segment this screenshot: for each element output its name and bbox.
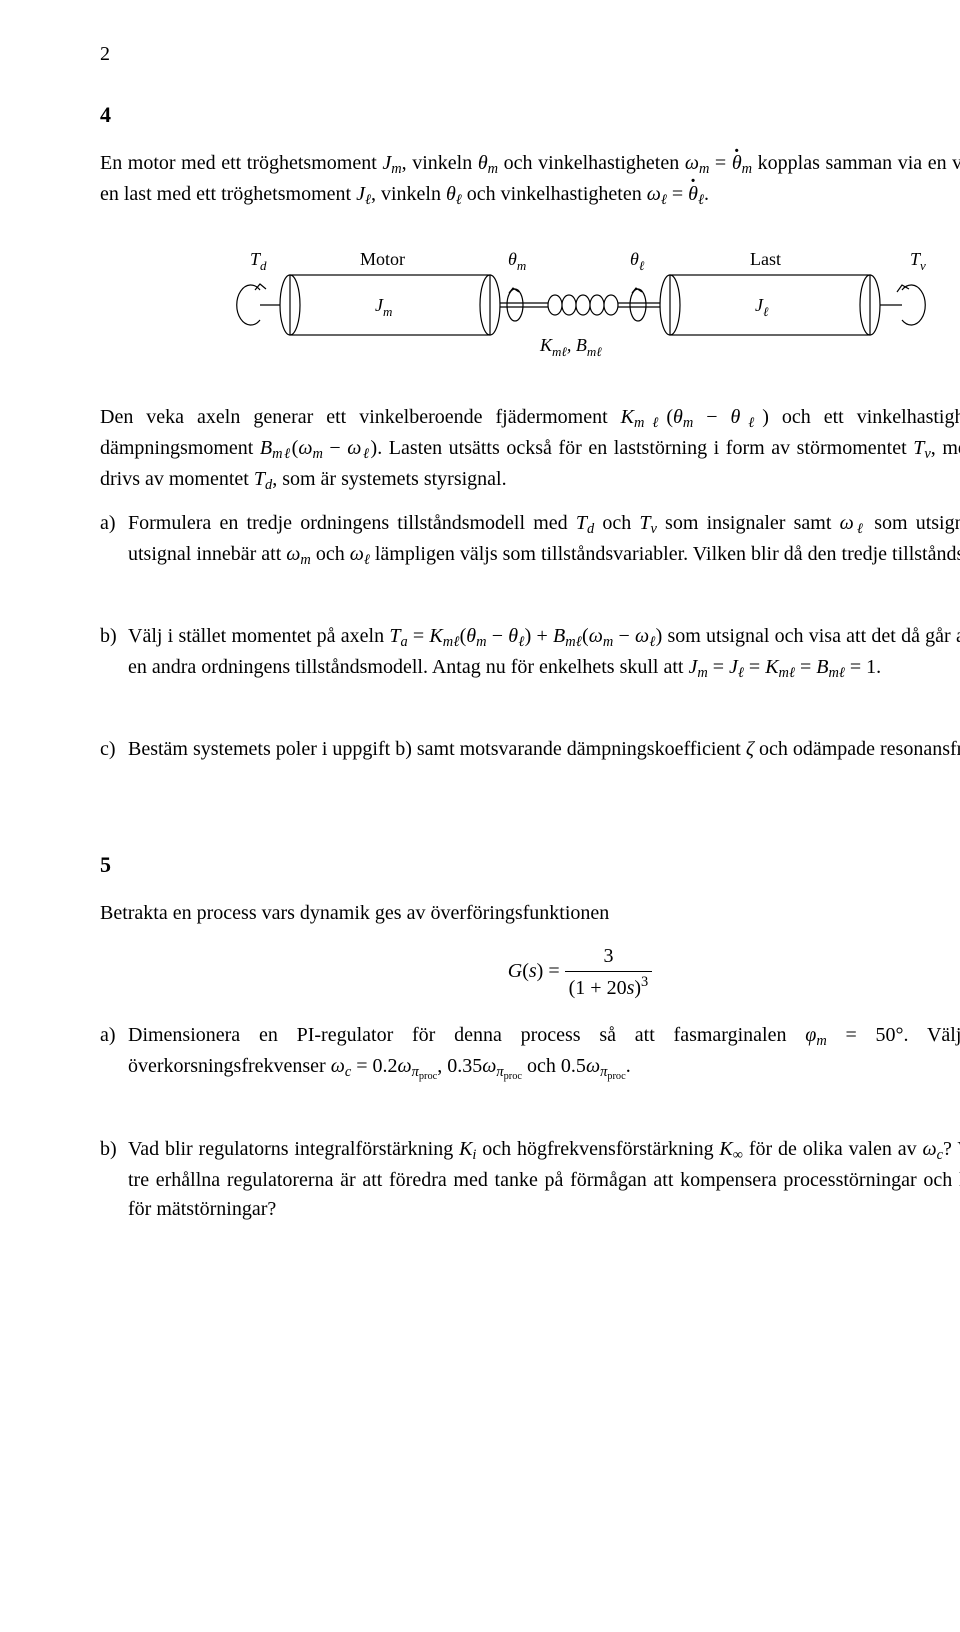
problem4-part-c: c) Bestäm systemets poler i uppgift b) s… (100, 735, 960, 799)
part-text: Formulera en tredje ordningens tillstånd… (128, 512, 960, 565)
svg-text:θℓ: θℓ (630, 249, 645, 273)
problem4-part-a: a) Formulera en tredje ordningens tillst… (100, 509, 960, 604)
page-number: 2 (100, 40, 960, 69)
problem4-part-b: b) Välj i stället momentet på axeln Ta =… (100, 622, 960, 717)
svg-text:Kmℓ, Bmℓ: Kmℓ, Bmℓ (539, 335, 602, 359)
part-points: (3 p) (128, 1088, 960, 1117)
figure-motor-load: Td Motor θm θℓ Last Tv Jm Kmℓ, Bmℓ Jℓ (230, 235, 930, 375)
part-points: (1 p) (128, 770, 960, 799)
part-text: Bestäm systemets poler i uppgift b) samt… (128, 738, 960, 760)
problem4-postfigure: Den veka axeln generar ett vinkelberoend… (100, 403, 960, 496)
svg-text:Motor: Motor (360, 249, 405, 269)
svg-text:θm: θm (508, 249, 526, 273)
part-text: Dimensionera en PI-regulator för denna p… (128, 1024, 960, 1077)
part-label: a) (100, 509, 128, 604)
part-label: c) (100, 735, 128, 799)
problem4-intro: En motor med ett tröghetsmoment Jm, vink… (100, 149, 960, 211)
part-text: Vad blir regulatorns integralförstärknin… (128, 1138, 960, 1220)
part-points: (3 p) (128, 575, 960, 604)
svg-text:Last: Last (750, 249, 781, 269)
problem5-part-b: b) Vad blir regulatorns integralförstärk… (100, 1135, 960, 1257)
svg-text:Jℓ: Jℓ (755, 295, 769, 319)
part-label: a) (100, 1021, 128, 1117)
part-points: (2 p) (128, 688, 960, 717)
part-text: Välj i stället momentet på axeln Ta = Km… (128, 625, 960, 678)
problem4-parts: a) Formulera en tredje ordningens tillst… (100, 509, 960, 799)
problem5-number: 5 (100, 849, 960, 881)
problem5-equation: G(s) = 3(1 + 20s)3 (100, 942, 960, 1003)
part-points: (2 p) (128, 1228, 960, 1257)
svg-text:Td: Td (250, 249, 267, 273)
problem5-parts: a) Dimensionera en PI-regulator för denn… (100, 1021, 960, 1257)
svg-text:Tv: Tv (910, 249, 926, 273)
part-label: b) (100, 622, 128, 717)
problem5-intro: Betrakta en process vars dynamik ges av … (100, 899, 960, 928)
problem4-number: 4 (100, 99, 960, 131)
figure-svg: Td Motor θm θℓ Last Tv Jm Kmℓ, Bmℓ Jℓ (230, 235, 930, 375)
part-label: b) (100, 1135, 128, 1257)
problem5-part-a: a) Dimensionera en PI-regulator för denn… (100, 1021, 960, 1117)
svg-text:Jm: Jm (375, 295, 392, 319)
